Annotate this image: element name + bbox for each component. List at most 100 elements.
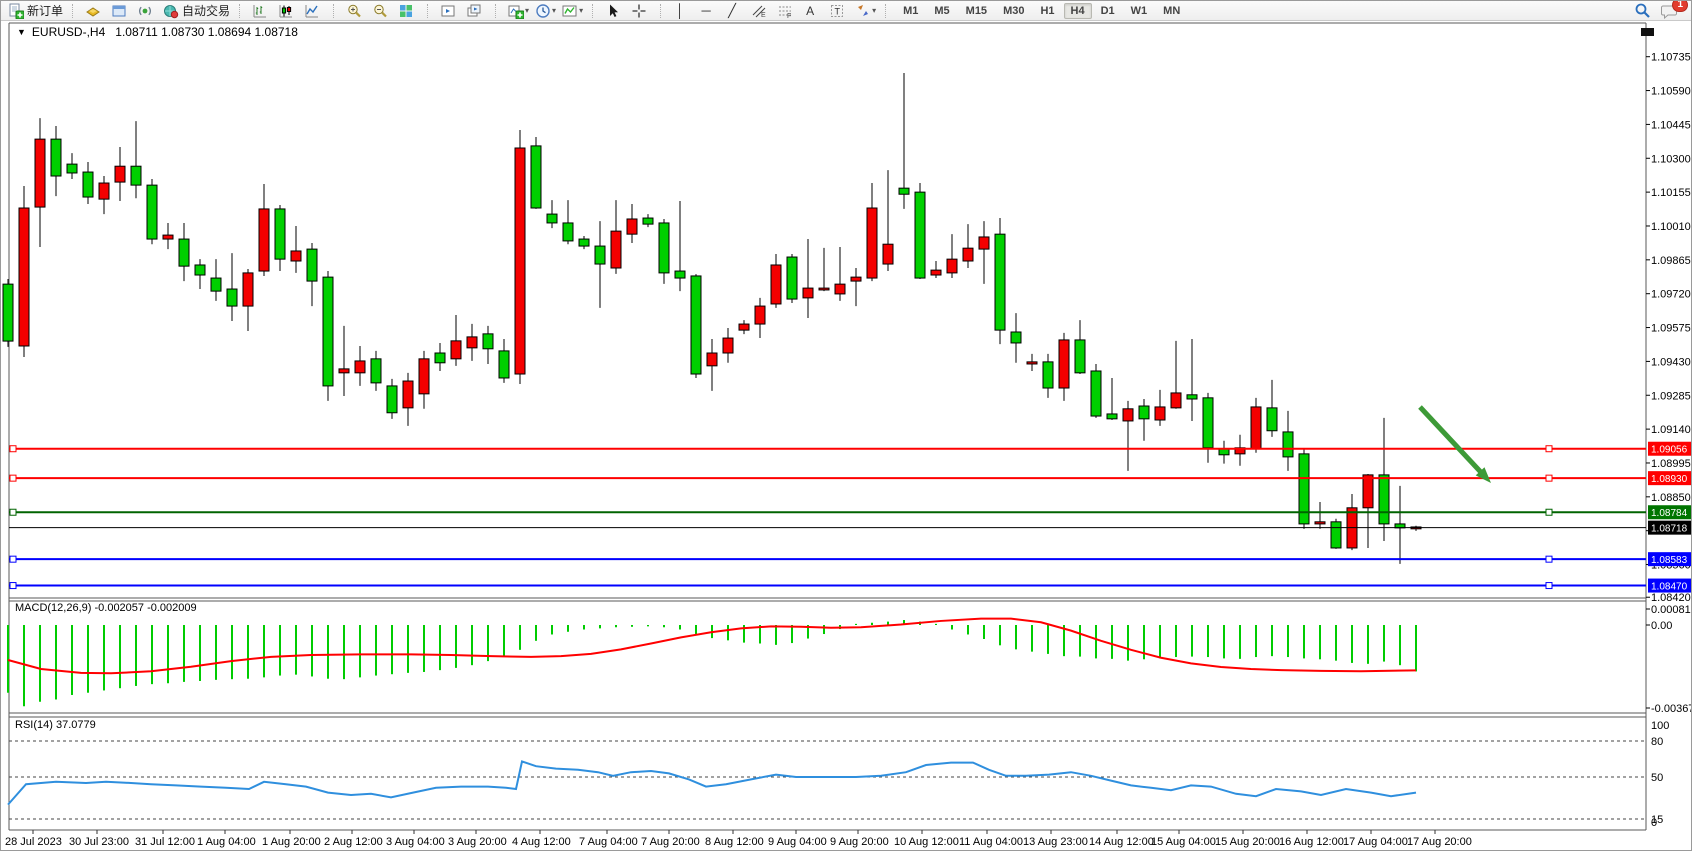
macd-name: MACD(12,26,9) xyxy=(15,602,92,614)
collapse-triangle-icon[interactable]: ▼ xyxy=(17,27,26,37)
text-button[interactable]: A xyxy=(806,3,815,18)
auto-trading-label: 自动交易 xyxy=(182,4,231,18)
svg-text:T: T xyxy=(835,6,841,16)
notifications-button[interactable]: 1 xyxy=(1657,1,1688,21)
timeframe-h4[interactable]: H4 xyxy=(1063,2,1092,19)
indicators-button[interactable]: ▾ xyxy=(559,1,586,21)
svg-text:1.08470: 1.08470 xyxy=(1651,582,1688,593)
svg-text:10 Aug 12:00: 10 Aug 12:00 xyxy=(894,836,959,848)
line-chart-button[interactable] xyxy=(301,1,327,21)
notification-badge: 1 xyxy=(1672,1,1688,12)
macd-values: -0.002057 -0.002009 xyxy=(94,602,197,614)
svg-text:1.09056: 1.09056 xyxy=(1651,445,1688,456)
svg-text:0.000818: 0.000818 xyxy=(1651,604,1692,616)
svg-text:1.08850: 1.08850 xyxy=(1651,492,1691,504)
cursor-button[interactable] xyxy=(602,1,628,21)
timeframe-d1[interactable]: D1 xyxy=(1100,4,1115,17)
svg-text:30 Jul 23:00: 30 Jul 23:00 xyxy=(69,836,129,848)
period-button[interactable]: ▾ xyxy=(532,1,559,21)
search-icon xyxy=(1635,3,1650,18)
arrange-windows-icon xyxy=(441,5,455,16)
timeframe-toolbar: M1 M5 M15 M30 H1 H4 D1 W1 MN xyxy=(895,1,1188,21)
horizontal-line-button[interactable]: ─ xyxy=(701,2,711,18)
svg-text:1.08420: 1.08420 xyxy=(1651,592,1691,604)
svg-text:7 Aug 04:00: 7 Aug 04:00 xyxy=(579,836,638,848)
arrange-windows-button[interactable] xyxy=(437,1,463,21)
svg-text:1.08995: 1.08995 xyxy=(1651,458,1691,470)
svg-text:15: 15 xyxy=(1651,814,1663,826)
svg-text:1.09720: 1.09720 xyxy=(1651,289,1691,301)
timeframe-w1[interactable]: W1 xyxy=(1130,4,1148,17)
line-chart-icon xyxy=(305,4,319,17)
svg-text:15 Aug 04:00: 15 Aug 04:00 xyxy=(1151,836,1216,848)
svg-text:4 Aug 12:00: 4 Aug 12:00 xyxy=(512,836,571,848)
chart-title: ▼ EURUSD-,H4 1.08711 1.08730 1.08694 1.0… xyxy=(14,25,301,39)
svg-text:3 Aug 04:00: 3 Aug 04:00 xyxy=(386,836,445,848)
svg-text:100: 100 xyxy=(1651,720,1669,732)
tile-windows-button[interactable] xyxy=(395,1,421,21)
fibonacci-button[interactable]: F xyxy=(774,1,800,21)
text-label-button[interactable]: T xyxy=(826,1,852,21)
search-button[interactable] xyxy=(1631,1,1657,21)
indicators-icon xyxy=(562,5,577,16)
fibonacci-icon: F xyxy=(779,6,791,19)
new-order-button[interactable]: 新订单 xyxy=(5,1,66,21)
chart-area[interactable]: 1.10735 1.10590 1.10445 1.10300 1.10155 1.100… xyxy=(1,21,1692,851)
crosshair-button[interactable] xyxy=(628,1,654,21)
data-window-button[interactable] xyxy=(108,1,134,21)
vertical-line-button[interactable]: │ xyxy=(676,2,685,18)
svg-text:11 Aug 04:00: 11 Aug 04:00 xyxy=(959,836,1023,848)
rsi-line xyxy=(7,760,1417,806)
svg-text:31 Jul 12:00: 31 Jul 12:00 xyxy=(135,836,195,848)
svg-text:1.08718: 1.08718 xyxy=(1651,524,1688,535)
svg-text:17 Aug 04:00: 17 Aug 04:00 xyxy=(1343,836,1408,848)
ohlc-bars-button[interactable] xyxy=(249,1,275,21)
rsi-axis: 100 80 50 150 xyxy=(9,720,1669,829)
svg-text:9 Aug 20:00: 9 Aug 20:00 xyxy=(830,836,889,848)
svg-text:50: 50 xyxy=(1651,772,1663,784)
crosshair-icon xyxy=(632,4,646,17)
rsi-indicator xyxy=(7,760,1417,806)
svg-text:14 Aug 12:00: 14 Aug 12:00 xyxy=(1089,836,1154,848)
new-order-label: 新订单 xyxy=(27,4,64,18)
cascade-windows-button[interactable] xyxy=(463,1,489,21)
zoom-in-button[interactable] xyxy=(343,1,369,21)
svg-text:1.10445: 1.10445 xyxy=(1651,119,1691,131)
market-watch-icon xyxy=(86,6,100,17)
level-lines: 1.09056 1.08930 1.08784 1.08718 1.08583 1.084… xyxy=(9,441,1691,593)
chevron-down-icon: ▾ xyxy=(552,6,557,15)
timeframe-m5[interactable]: M5 xyxy=(934,4,950,17)
svg-text:F: F xyxy=(787,13,791,19)
svg-text:1.09140: 1.09140 xyxy=(1651,424,1691,436)
svg-text:3 Aug 20:00: 3 Aug 20:00 xyxy=(448,836,507,848)
svg-text:1.10010: 1.10010 xyxy=(1651,221,1691,233)
new-chart-button[interactable]: ▾ xyxy=(505,1,532,21)
timeframe-m1[interactable]: M1 xyxy=(903,4,919,17)
timeframe-m30[interactable]: M30 xyxy=(1003,4,1025,17)
timeframe-mn[interactable]: MN xyxy=(1163,4,1181,17)
shapes-icon xyxy=(858,4,869,16)
candlesticks-button[interactable] xyxy=(275,1,301,21)
tile-windows-icon xyxy=(400,4,413,17)
zoom-out-button[interactable] xyxy=(369,1,395,21)
svg-text:1.09430: 1.09430 xyxy=(1651,356,1691,368)
zoom-in-icon xyxy=(348,4,361,17)
equidistant-channel-button[interactable]: E xyxy=(748,1,774,21)
shapes-button[interactable]: ▾ xyxy=(852,1,879,21)
svg-text:9 Aug 04:00: 9 Aug 04:00 xyxy=(768,836,827,848)
auto-trading-button[interactable]: 自动交易 xyxy=(160,1,233,21)
signal-button[interactable] xyxy=(134,1,160,21)
candlesticks-icon xyxy=(279,4,293,17)
market-watch-button[interactable] xyxy=(82,1,108,21)
ohlc-values: 1.08711 1.08730 1.08694 1.08718 xyxy=(115,25,298,39)
svg-text:0: 0 xyxy=(1651,817,1657,829)
svg-text:8 Aug 12:00: 8 Aug 12:00 xyxy=(705,836,764,848)
trend-arrow xyxy=(1418,405,1491,483)
svg-text:13 Aug 23:00: 13 Aug 23:00 xyxy=(1023,836,1088,848)
timeframe-h1[interactable]: H1 xyxy=(1040,4,1055,17)
timeframe-m15[interactable]: M15 xyxy=(965,4,988,17)
svg-text:1.09575: 1.09575 xyxy=(1651,323,1691,335)
text-label-icon: T xyxy=(831,4,844,17)
trend-line-button[interactable]: ╱ xyxy=(728,2,736,18)
svg-text:1.08930: 1.08930 xyxy=(1651,474,1688,485)
